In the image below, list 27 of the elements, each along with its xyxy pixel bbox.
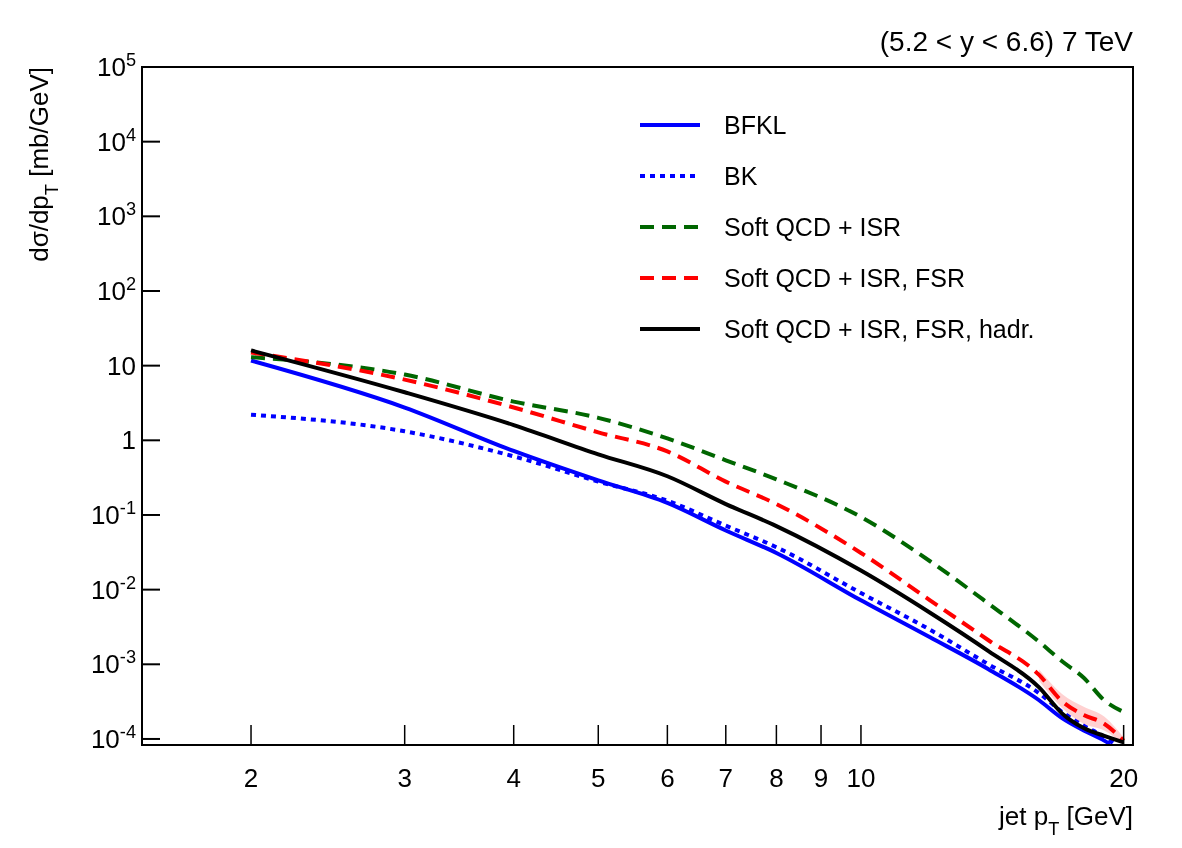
x-tick-label: 20	[1109, 763, 1139, 793]
x-tick-label: 4	[506, 763, 521, 793]
x-tick-label: 7	[718, 763, 734, 793]
y-tick-label: 10$^{-1}$	[90, 497, 136, 530]
y-tick-label: 10$^{3}$	[96, 199, 136, 232]
y-tick-label: 10$^{5}$	[96, 50, 136, 82]
y-tick-label: 10$^{-2}$	[90, 572, 136, 605]
legend-label: BFKL	[724, 111, 787, 139]
chart-title: (5.2 < y < 6.6) 7 TeV	[879, 26, 1134, 57]
legend-label: Soft QCD + ISR, FSR, hadr.	[724, 315, 1035, 343]
y-tick-label: 10$^{4}$	[96, 124, 136, 157]
y-tick-label: 10$^{-4}$	[90, 721, 136, 754]
x-tick-label: 9	[813, 763, 829, 793]
y-tick-label: 10$^{-3}$	[90, 647, 136, 680]
x-tick-label: 8	[769, 763, 784, 793]
legend-label: Soft QCD + ISR	[724, 213, 902, 241]
x-tick-label: 10	[846, 763, 876, 793]
y-tick-label: 10$^{2}$	[96, 273, 136, 306]
x-tick-label: 5	[591, 763, 606, 793]
y-tick-label: 10	[107, 350, 136, 381]
legend-label: Soft QCD + ISR, FSR	[724, 264, 966, 292]
x-tick-label: 6	[660, 763, 675, 793]
legend-label: BK	[724, 162, 758, 190]
x-tick-label: 2	[243, 763, 259, 793]
y-tick-label: 1	[121, 425, 136, 456]
x-axis-title: jet p$_{T}$ [GeV]	[998, 801, 1133, 839]
x-tick-label: 3	[397, 763, 412, 793]
